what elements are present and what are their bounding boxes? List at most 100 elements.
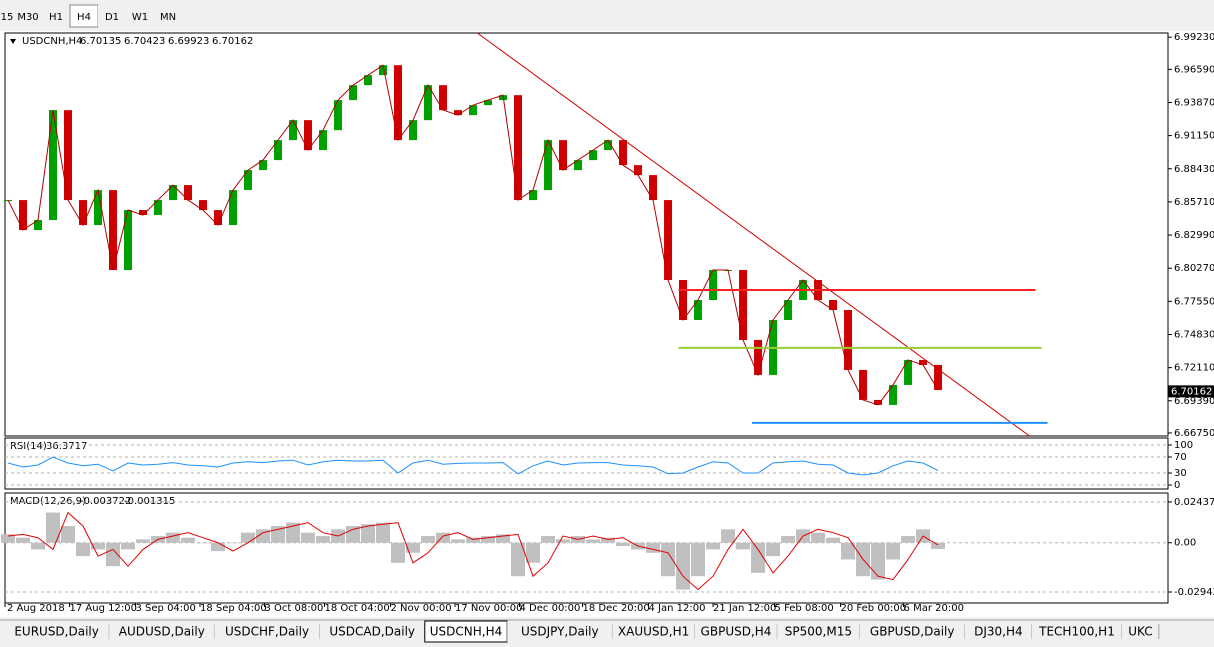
y-tick-label: 6.96590 — [1174, 64, 1214, 75]
timeframe-button[interactable] — [0, 5, 14, 27]
candle — [289, 120, 298, 141]
timeframe-label[interactable]: D1 — [105, 12, 119, 23]
symbol-tab-label[interactable]: USDJPY,Daily — [521, 625, 599, 639]
symbol-tab[interactable] — [1032, 621, 1122, 642]
timeframe-label[interactable]: W1 — [132, 12, 148, 23]
symbol-tab-label[interactable]: UKC — [1128, 625, 1152, 639]
y-tick-label: 0.00 — [1174, 538, 1196, 549]
macd-bar — [721, 529, 736, 543]
candle — [874, 399, 883, 405]
macd-bar — [91, 542, 106, 550]
macd-bar — [661, 542, 676, 577]
timeframe-label[interactable]: M30 — [17, 12, 38, 23]
trend-line — [477, 32, 1030, 437]
timeframe-button[interactable] — [154, 5, 182, 27]
symbol-tab[interactable] — [507, 621, 613, 642]
symbol-tab[interactable] — [964, 621, 1032, 642]
macd-bar — [931, 542, 946, 549]
y-tick-label: 6.85710 — [1174, 197, 1214, 208]
candle — [544, 140, 553, 191]
timeframe-label[interactable]: H1 — [49, 12, 63, 23]
symbol-tab[interactable] — [4, 621, 110, 642]
header-value: 6.70135 — [80, 36, 121, 47]
symbol-tab[interactable] — [424, 620, 508, 643]
timeframe-button[interactable] — [126, 5, 154, 27]
candle — [634, 165, 643, 176]
symbol-tab-label[interactable]: USDCAD,Daily — [329, 625, 415, 639]
macd-bar — [436, 532, 451, 543]
candle — [319, 130, 328, 151]
symbol-tab-label[interactable]: GBPUSD,H4 — [701, 625, 772, 639]
symbol-tab[interactable] — [109, 621, 215, 642]
x-tick-label: 3 Sep 04:00 — [136, 603, 196, 614]
macd-bar — [691, 542, 706, 577]
macd-bar — [61, 525, 76, 543]
y-tick-label: 70 — [1174, 452, 1187, 463]
macd-bar — [136, 539, 151, 543]
macd-bar — [211, 542, 226, 552]
symbol-tab-label[interactable]: USDCNH,H4 — [430, 625, 503, 639]
candle — [409, 120, 418, 141]
y-tick-label: 0 — [1174, 480, 1180, 491]
macd-bar — [826, 537, 841, 543]
candle — [19, 200, 28, 231]
macd-bar — [16, 537, 31, 543]
timeframe-label[interactable]: H4 — [77, 12, 91, 23]
symbol-tab-label[interactable]: TECH100,H1 — [1038, 625, 1115, 639]
symbol-tab[interactable] — [1122, 621, 1159, 642]
macd-bar — [31, 542, 46, 550]
symbol-tab[interactable] — [859, 621, 965, 642]
symbol-tab-label[interactable]: XAUUSD,H1 — [618, 625, 689, 639]
macd-bar — [481, 536, 496, 543]
main-pane — [4, 32, 1169, 437]
signal-line — [7, 511, 939, 591]
timeframe-label[interactable]: 15 — [1, 12, 14, 23]
candle — [619, 140, 628, 166]
symbol-tab[interactable] — [777, 621, 860, 642]
symbol-tab[interactable] — [319, 621, 425, 642]
candle — [694, 300, 703, 320]
symbol-tab-label[interactable]: DJ30,H4 — [974, 625, 1023, 639]
candle — [889, 384, 898, 405]
timeframe-label[interactable]: MN — [160, 12, 176, 23]
macd-bar — [421, 536, 436, 543]
candle — [244, 170, 253, 191]
symbol-tab-label[interactable]: EURUSD,Daily — [14, 625, 99, 639]
symbol-tab[interactable] — [612, 621, 695, 642]
macd-bar — [181, 537, 196, 543]
candle — [589, 150, 598, 161]
macd-bar — [106, 542, 121, 567]
chart-window — [0, 31, 1214, 617]
symbol-tab-label[interactable]: USDCHF,Daily — [225, 625, 309, 639]
macd-bar — [256, 529, 271, 543]
macd-bar — [286, 522, 301, 543]
macd-bar — [121, 542, 136, 550]
macd-bar — [46, 512, 61, 543]
macd-bar — [676, 542, 691, 590]
macd-bar — [226, 542, 241, 544]
x-tick-label: 5 Feb 08:00 — [775, 603, 834, 614]
symbol-tab[interactable] — [214, 621, 320, 642]
symbol-tab[interactable] — [694, 621, 778, 642]
symbol-tab-label[interactable]: SP500,M15 — [785, 625, 852, 639]
candle — [394, 65, 403, 141]
candle — [379, 65, 388, 76]
x-tick-label: 6 Mar 20:00 — [904, 603, 964, 614]
timeframe-button[interactable] — [98, 5, 126, 27]
header-value: -0.003722 — [80, 496, 131, 507]
timeframe-button[interactable] — [14, 5, 42, 27]
candle — [334, 100, 343, 131]
symbol-tab-label[interactable]: AUDUSD,Daily — [119, 625, 205, 639]
symbol-tab-label[interactable]: GBPUSD,Daily — [870, 625, 955, 639]
candle — [649, 175, 658, 201]
x-tick-label: 2 Aug 2018 — [7, 603, 65, 614]
indicator-title: RSI(14) — [10, 441, 47, 452]
y-tick-label: -0.029423 — [1174, 587, 1214, 598]
macd-bar — [451, 539, 466, 543]
candle — [919, 359, 928, 365]
macd-bar — [781, 536, 796, 543]
y-tick-label: 6.91150 — [1174, 131, 1214, 142]
timeframe-button[interactable] — [42, 5, 70, 27]
